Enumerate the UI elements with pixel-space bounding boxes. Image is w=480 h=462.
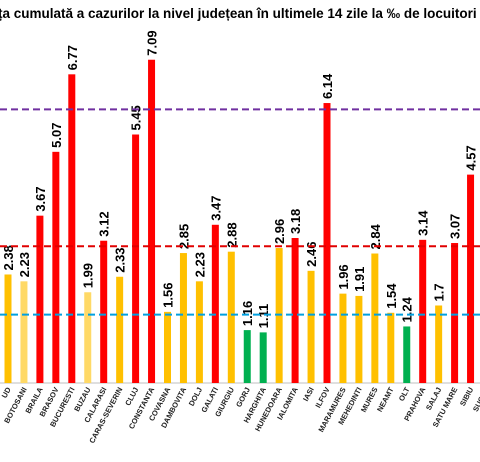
value-label: 2.84 — [368, 223, 383, 249]
value-label: 3.18 — [288, 209, 303, 234]
bar — [148, 59, 156, 383]
bar — [323, 103, 331, 384]
bar — [68, 74, 76, 383]
bar — [179, 253, 187, 383]
value-label: 1.16 — [240, 301, 255, 326]
value-label: 3.12 — [97, 211, 112, 236]
bar — [387, 312, 395, 383]
value-label: 2.96 — [272, 219, 287, 244]
bar — [419, 239, 427, 383]
bar — [243, 330, 251, 383]
bar — [211, 224, 219, 383]
bar — [307, 270, 315, 383]
value-label: 1.54 — [384, 283, 399, 309]
bar — [355, 295, 363, 383]
bar — [100, 240, 108, 383]
x-tick-label: SUCEA — [471, 385, 480, 413]
x-tick-label: IASI — [301, 386, 316, 403]
x-tick-label: OLT — [397, 385, 412, 402]
x-tick-label: UD — [0, 385, 13, 399]
value-label: 3.14 — [416, 210, 431, 236]
bar — [4, 274, 12, 383]
bar — [52, 151, 60, 383]
value-label: 2.85 — [176, 224, 191, 249]
bar — [84, 292, 92, 383]
bar — [164, 311, 171, 383]
bar — [116, 276, 124, 383]
value-label: 1.99 — [81, 263, 96, 288]
value-label: 2.46 — [304, 242, 319, 267]
bar — [291, 238, 299, 383]
value-label: 3.47 — [208, 195, 223, 220]
bar — [403, 326, 411, 383]
value-label: 1.91 — [352, 267, 367, 292]
value-label: 1.24 — [400, 296, 415, 322]
value-label: 7.09 — [145, 30, 160, 55]
chart-title: ța cumulată a cazurilor la nivel județea… — [0, 6, 480, 21]
bar — [36, 215, 44, 383]
value-label: 2.23 — [192, 252, 207, 277]
value-label: 4.57 — [464, 145, 479, 170]
bar — [20, 281, 28, 383]
value-label: 2.88 — [224, 222, 239, 247]
bar — [451, 243, 459, 383]
bar — [195, 281, 203, 383]
value-label: 2.23 — [17, 252, 32, 277]
value-label: 2.38 — [1, 245, 16, 270]
value-label: 1.7 — [432, 283, 447, 301]
bar — [467, 174, 475, 383]
bar — [435, 305, 443, 383]
value-label: 2.33 — [113, 247, 128, 272]
value-label: 1.56 — [161, 283, 176, 308]
value-label: 3.07 — [448, 214, 463, 239]
bar — [227, 251, 235, 383]
bar — [132, 134, 140, 383]
value-label: 6.14 — [320, 73, 335, 99]
bar — [259, 332, 267, 383]
value-label: 1.96 — [336, 264, 351, 289]
value-label: 5.07 — [49, 123, 64, 148]
bar — [339, 293, 347, 383]
bar — [371, 253, 379, 383]
value-label: 3.67 — [33, 186, 48, 211]
value-label: 1.11 — [256, 304, 271, 329]
value-label: 5.45 — [129, 105, 144, 130]
value-label: 6.77 — [65, 45, 80, 70]
